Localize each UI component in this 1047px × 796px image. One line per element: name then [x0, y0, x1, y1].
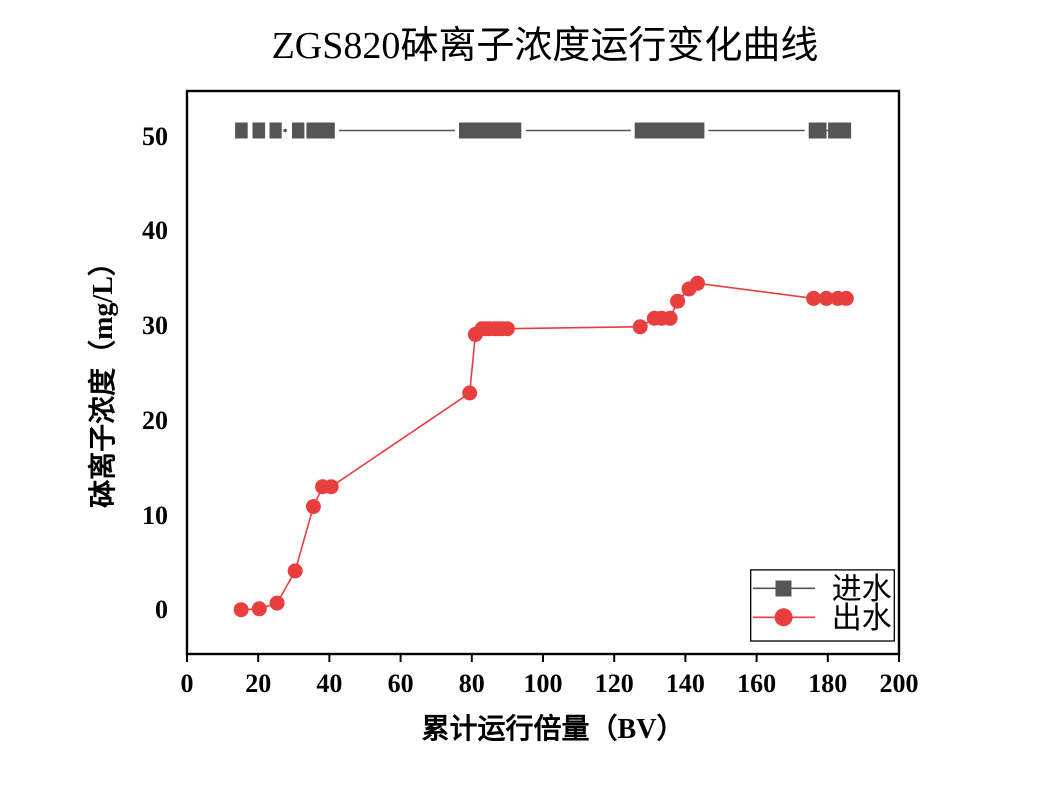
svg-text:20: 20	[142, 406, 168, 435]
svg-text:40: 40	[316, 669, 342, 698]
svg-text:累计运行倍量（BV）: 累计运行倍量（BV）	[422, 712, 685, 745]
svg-text:30: 30	[142, 311, 168, 340]
svg-text:180: 180	[808, 669, 847, 698]
svg-text:0: 0	[181, 669, 194, 698]
svg-text:出水: 出水	[832, 602, 892, 635]
svg-text:160: 160	[737, 669, 776, 698]
svg-text:100: 100	[524, 669, 563, 698]
svg-text:120: 120	[595, 669, 634, 698]
svg-text:200: 200	[880, 669, 919, 698]
svg-text:ZGS820砵离子浓度运行变化曲线: ZGS820砵离子浓度运行变化曲线	[272, 25, 819, 67]
svg-text:140: 140	[666, 669, 705, 698]
svg-text:60: 60	[388, 669, 414, 698]
svg-text:0: 0	[155, 595, 168, 624]
svg-text:50: 50	[142, 122, 168, 151]
svg-text:20: 20	[245, 669, 271, 698]
svg-text:10: 10	[142, 501, 168, 530]
svg-text:40: 40	[142, 216, 168, 245]
svg-text:砵离子浓度（mg/L）: 砵离子浓度（mg/L）	[86, 248, 119, 508]
svg-text:80: 80	[459, 669, 485, 698]
